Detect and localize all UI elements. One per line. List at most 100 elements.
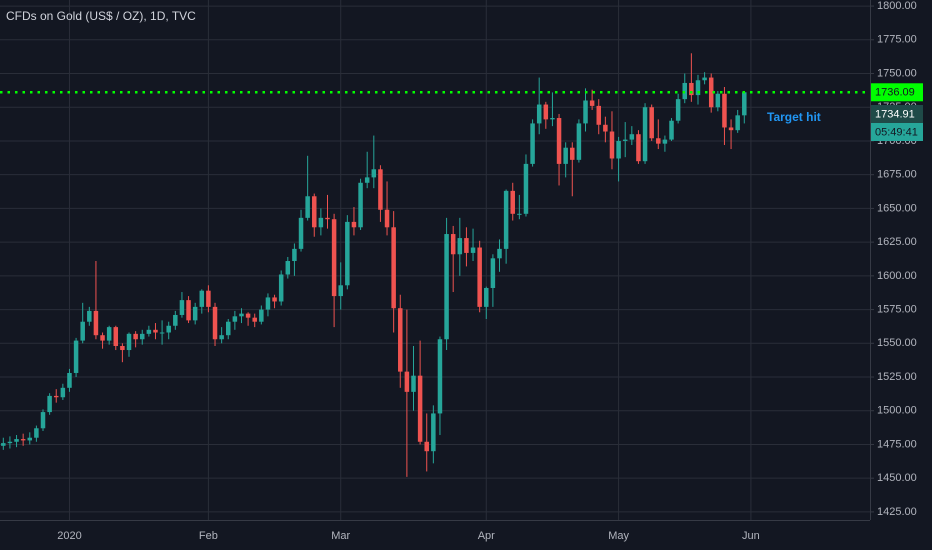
candle-body	[530, 123, 535, 164]
price-line-box	[871, 83, 923, 102]
candle-body	[186, 300, 191, 321]
x-tick-label: Apr	[478, 530, 495, 542]
candle-body	[437, 339, 443, 414]
y-tick-label: 1475.00	[877, 438, 917, 450]
candle-body	[126, 333, 132, 351]
y-tick-label: 1500.00	[877, 405, 917, 417]
candle-body	[675, 99, 681, 121]
candle-body	[742, 92, 747, 116]
candle-body	[708, 77, 714, 108]
candle-body	[735, 115, 740, 131]
candle-body	[259, 309, 264, 322]
candle-body	[133, 333, 138, 340]
candle-body	[404, 371, 410, 392]
candle-body	[146, 329, 152, 334]
candle-body	[424, 441, 429, 452]
candle-body	[7, 441, 13, 444]
candle-body	[384, 209, 390, 228]
candle-body	[40, 412, 46, 429]
candle-body	[364, 177, 370, 183]
candle-body	[166, 325, 171, 333]
candle-body	[391, 227, 396, 309]
candle-body	[239, 313, 244, 317]
candle-body	[596, 105, 601, 125]
candle-body	[199, 290, 205, 307]
candle-body	[34, 428, 39, 438]
candle-body	[252, 317, 257, 322]
y-tick-label: 1625.00	[877, 236, 917, 248]
candle-body	[113, 327, 119, 346]
x-tick-label: May	[608, 530, 629, 542]
candle-body	[457, 238, 463, 255]
y-tick-label: 1550.00	[877, 337, 917, 349]
candle-body	[345, 221, 350, 286]
candle-body	[139, 333, 145, 340]
candle-body	[298, 217, 304, 249]
candle-body	[656, 138, 661, 144]
candle-body	[73, 340, 79, 373]
candle-body	[464, 238, 469, 253]
last-price-box	[871, 105, 923, 123]
y-tick-label: 1750.00	[877, 67, 917, 79]
candle-body	[609, 131, 615, 159]
candle-body	[371, 169, 377, 178]
candle-body	[444, 234, 449, 340]
candle-body	[278, 274, 284, 302]
candle-body	[417, 375, 423, 442]
candle-body	[477, 247, 482, 307]
candle-body	[583, 100, 588, 124]
candle-body	[232, 316, 238, 322]
y-tick-label: 1675.00	[877, 169, 917, 181]
candle-body	[60, 387, 66, 398]
candle-body	[80, 321, 85, 341]
candle-body	[450, 234, 456, 255]
y-tick-label: 1775.00	[877, 34, 917, 46]
candle-body	[550, 118, 555, 120]
candle-body	[358, 182, 363, 228]
candle-body	[265, 297, 271, 310]
candles	[1, 53, 747, 477]
y-tick-label: 1425.00	[877, 506, 917, 518]
candle-body	[93, 310, 99, 336]
candle-body	[722, 93, 727, 128]
candle-body	[245, 313, 251, 318]
candle-body	[14, 439, 19, 442]
candle-body	[603, 124, 608, 132]
candle-body	[292, 248, 297, 262]
candle-body	[629, 134, 635, 140]
candle-body	[523, 163, 529, 214]
candle-body	[67, 372, 72, 388]
candle-body	[318, 217, 324, 228]
candle-body	[87, 310, 92, 322]
candle-body	[192, 306, 198, 321]
candle-body	[662, 139, 668, 144]
candle-body	[589, 100, 595, 106]
candle-body	[159, 332, 165, 334]
candle-body	[517, 213, 522, 215]
candle-body	[728, 127, 734, 131]
candle-body	[431, 413, 436, 452]
candle-body	[219, 335, 224, 340]
candle-body	[338, 285, 343, 297]
candle-body	[563, 147, 568, 164]
candle-body	[689, 82, 694, 96]
candle-body	[543, 104, 549, 120]
candle-body	[636, 134, 641, 162]
candle-body	[616, 140, 621, 159]
candle-body	[100, 335, 105, 341]
candle-body	[106, 327, 112, 341]
candle-body	[312, 196, 317, 228]
y-tick-label: 1800.00	[877, 0, 917, 12]
candle-body	[642, 107, 648, 162]
countdown-label: 05:49:41	[875, 126, 918, 138]
candle-body	[173, 314, 178, 326]
candle-body	[702, 77, 707, 81]
y-tick-label: 1600.00	[877, 270, 917, 282]
candle-body	[20, 439, 26, 441]
candle-body	[331, 219, 337, 297]
candle-body	[351, 221, 357, 228]
candle-body	[398, 308, 403, 372]
candle-body	[649, 107, 654, 139]
price-line-label: 1736.09	[875, 87, 915, 99]
